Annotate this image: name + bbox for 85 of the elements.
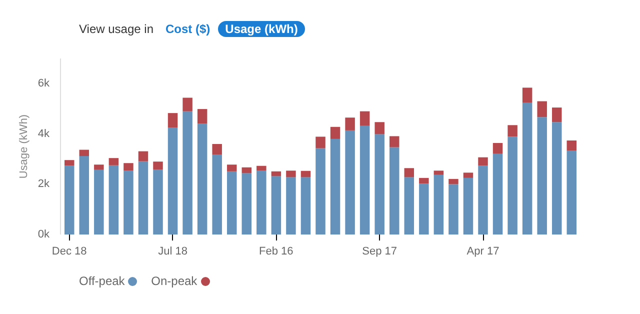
bar (552, 122, 562, 234)
bar (226, 164, 237, 172)
bar (419, 184, 429, 234)
x-tick-label: Feb 16 (259, 246, 294, 258)
legend-label: Off-peak (79, 274, 126, 288)
bar (419, 178, 429, 184)
x-tick-label: Apr 17 (466, 246, 500, 258)
bar (242, 173, 252, 234)
bar (566, 140, 577, 151)
text: View usage in (79, 22, 154, 36)
bar (256, 166, 266, 171)
bar (508, 125, 518, 137)
legend-label: On-peak (151, 274, 198, 288)
bar (300, 170, 311, 178)
bar (537, 117, 547, 234)
bar (522, 102, 532, 234)
bar (360, 126, 370, 234)
bar (64, 166, 74, 234)
bar (226, 171, 237, 234)
bar (182, 111, 192, 234)
bar (108, 165, 119, 234)
bar (212, 154, 222, 234)
bar (197, 109, 208, 124)
bar (522, 88, 532, 102)
bar (404, 177, 414, 234)
bar (448, 178, 458, 184)
bar (330, 138, 340, 234)
bar (552, 108, 562, 122)
bar (345, 130, 355, 234)
bar (300, 177, 311, 234)
bar (316, 148, 326, 234)
bar (212, 144, 222, 155)
bar (492, 154, 503, 234)
bar (434, 174, 444, 234)
bar (537, 101, 547, 118)
text: Cost ($) (166, 22, 210, 36)
bar (64, 160, 74, 166)
bar (153, 170, 163, 234)
bar (566, 150, 577, 234)
y-tick-label: 2k (38, 178, 50, 190)
bar (79, 156, 90, 234)
bar (108, 158, 119, 166)
bar (197, 124, 208, 234)
y-axis-title: Usage (kWh) (18, 114, 30, 179)
bar (508, 136, 518, 234)
bar (374, 134, 384, 234)
bar (286, 177, 296, 234)
bar (404, 168, 414, 178)
x-tick-label: Sep 17 (362, 246, 398, 258)
bar (478, 157, 488, 166)
bar (316, 136, 326, 148)
bar (271, 171, 282, 176)
bar (138, 151, 148, 162)
bar (271, 176, 282, 234)
y-tick-label: 4k (38, 128, 50, 140)
bar (168, 128, 178, 234)
bar (434, 170, 444, 175)
bar (448, 184, 458, 234)
bar (242, 167, 252, 174)
bar (492, 142, 503, 154)
bar (374, 122, 384, 134)
bar (94, 170, 104, 234)
bar (256, 170, 266, 234)
bar (463, 178, 474, 234)
bar (168, 113, 178, 128)
bar (79, 150, 90, 156)
y-tick-label: 0k (38, 228, 50, 240)
bar (330, 126, 340, 139)
bar (182, 98, 192, 112)
bar (138, 161, 148, 234)
bar (389, 136, 400, 148)
bar (463, 172, 474, 178)
bar (360, 111, 370, 126)
text: Usage (kWh) (218, 21, 305, 37)
x-tick-label: Jul 18 (158, 246, 188, 258)
bar (94, 164, 104, 170)
bar (124, 163, 134, 171)
y-tick-label: 6k (38, 78, 50, 90)
bar (286, 170, 296, 178)
bar (153, 162, 163, 170)
bar (478, 166, 488, 234)
bar (389, 147, 400, 234)
bar (345, 118, 355, 130)
bar (124, 170, 134, 234)
x-tick-label: Dec 18 (52, 246, 87, 258)
